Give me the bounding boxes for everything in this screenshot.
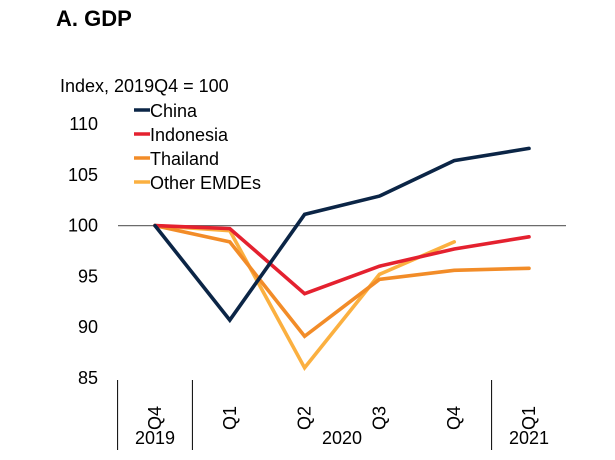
legend-label-other-emdes: Other EMDEs (150, 173, 261, 193)
x-tick-label: Q4 (444, 406, 464, 430)
y-tick-label: 90 (78, 317, 98, 337)
x-group-label: 2019 (135, 428, 175, 448)
x-tick-label: Q4 (145, 406, 165, 430)
y-tick-label: 105 (68, 165, 98, 185)
x-group-label: 2020 (322, 428, 362, 448)
x-tick-label: Q2 (295, 406, 315, 430)
chart-title: A. GDP (56, 6, 132, 31)
x-group-label: 2021 (509, 428, 549, 448)
series-line-thailand (153, 223, 531, 339)
legend-label-china: China (150, 101, 198, 121)
y-tick-label: 95 (78, 266, 98, 286)
y-tick-label: 110 (69, 114, 98, 134)
x-tick-label: Q1 (220, 406, 240, 430)
legend-label-thailand: Thailand (150, 149, 219, 169)
y-tick-label: 100 (68, 216, 98, 236)
series-line-china (153, 146, 531, 324)
series-line-indonesia (153, 223, 531, 296)
x-tick-label: Q3 (369, 406, 389, 430)
x-tick-label: Q1 (519, 406, 539, 430)
y-axis-label: Index, 2019Q4 = 100 (60, 76, 229, 96)
y-tick-label: 85 (78, 368, 98, 388)
legend-label-indonesia: Indonesia (150, 125, 229, 145)
series-line-other-emdes (153, 223, 456, 372)
